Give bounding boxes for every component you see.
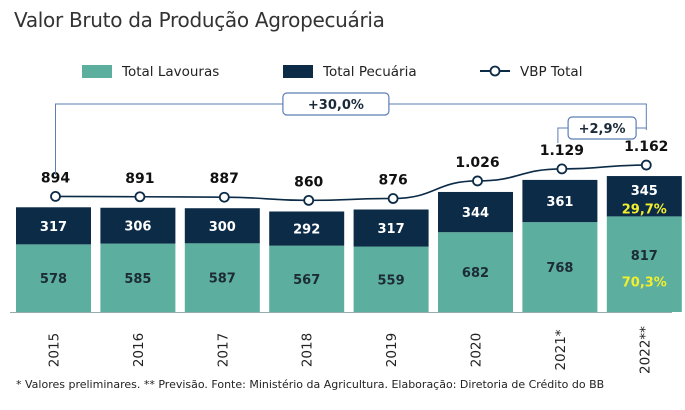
legend-label-0: Total Lavouras	[121, 64, 219, 80]
vbp-total-point-2022**	[640, 159, 652, 171]
bar-pecuaria-2019	[353, 209, 429, 247]
bar-pecuaria-2021*	[522, 179, 598, 223]
vbp-total-label-2020: 1.026	[455, 155, 499, 171]
bar-pecuaria-2020	[438, 191, 513, 233]
label-pecuaria-2015: 317	[40, 220, 67, 235]
vbp-total-label-2018: 860	[294, 174, 323, 190]
bar-pecuaria-2016	[100, 207, 176, 244]
growth-box-year	[567, 116, 637, 140]
vbp-total-label-2022**: 1.162	[624, 139, 668, 155]
label-pecuaria-2019: 317	[378, 222, 405, 237]
legend-swatch-0	[82, 65, 112, 78]
label-lavouras-2016: 585	[124, 272, 151, 287]
x-tick-label-4: 2019	[384, 333, 400, 367]
growth-label-total: +30,0%	[308, 98, 364, 113]
share-lavouras-label: 70,3%	[622, 275, 667, 290]
label-lavouras-2018: 567	[293, 273, 320, 288]
bar-pecuaria-2022**	[606, 176, 682, 217]
bar-lavouras-2020	[438, 232, 513, 312]
x-tick-label-2: 2017	[215, 333, 231, 367]
growth-label-year: +2,9%	[579, 122, 626, 137]
growth-box-total	[282, 92, 390, 116]
vbp-total-label-2019: 876	[378, 173, 407, 189]
bar-lavouras-2017	[184, 243, 260, 312]
label-pecuaria-2021*: 361	[546, 195, 573, 210]
legend-swatch-1	[283, 65, 313, 78]
vbp-total-label-2021*: 1.129	[540, 143, 584, 159]
bar-pecuaria-2018	[269, 211, 345, 246]
bar-pecuaria-2017	[184, 208, 260, 244]
label-pecuaria-2022**: 345	[631, 184, 658, 199]
x-tick-label-6: 2021*	[553, 329, 569, 370]
vbp-total-point-2021*	[556, 163, 568, 175]
label-pecuaria-2018: 292	[293, 223, 320, 238]
label-lavouras-2021*: 768	[546, 261, 573, 276]
x-tick-label-3: 2018	[300, 333, 316, 367]
x-tick-label-1: 2016	[131, 333, 147, 367]
vbp-total-point-2015	[50, 191, 61, 202]
label-lavouras-2017: 587	[209, 272, 236, 287]
chart-title: Valor Bruto da Produção Agropecuária	[14, 8, 385, 32]
legend-label-1: Total Pecuária	[322, 64, 417, 80]
share-pecuaria-label: 29,7%	[622, 202, 667, 217]
x-tick-label-0: 2015	[47, 333, 63, 367]
vbp-total-label-2015: 894	[41, 170, 70, 186]
bar-lavouras-2019	[353, 246, 429, 312]
legend-label-2: VBP Total	[520, 64, 582, 80]
bar-lavouras-2016	[100, 243, 176, 312]
vbp-total-point-2020	[472, 175, 483, 187]
label-lavouras-2020: 682	[462, 266, 489, 281]
bar-lavouras-2018	[269, 245, 345, 312]
bar-lavouras-2022**	[606, 216, 682, 312]
vbp-total-point-2016	[134, 191, 146, 203]
bar-lavouras-2015	[16, 244, 91, 312]
vbp-total-label-2017: 887	[210, 171, 239, 187]
label-pecuaria-2020: 344	[462, 206, 489, 221]
label-lavouras-2015: 578	[40, 272, 67, 287]
legend-marker-2	[489, 65, 501, 77]
vbp-total-label-2016: 891	[125, 171, 154, 187]
vbp-total-point-2019	[387, 193, 399, 204]
bar-lavouras-2021*	[522, 222, 598, 312]
vbp-total-point-2017	[218, 191, 230, 203]
x-tick-label-5: 2020	[469, 333, 485, 367]
x-tick-label-7: 2022**	[637, 326, 653, 374]
label-pecuaria-2017: 300	[209, 220, 236, 235]
vbp-total-line	[55, 164, 647, 202]
label-lavouras-2019: 559	[378, 273, 405, 288]
vbp-total-point-2018	[303, 194, 315, 206]
label-lavouras-2022**: 817	[631, 249, 658, 264]
footnote: * Valores preliminares. ** Previsão. Fon…	[16, 378, 605, 391]
label-pecuaria-2016: 306	[124, 220, 151, 235]
bar-pecuaria-2015	[16, 207, 91, 245]
